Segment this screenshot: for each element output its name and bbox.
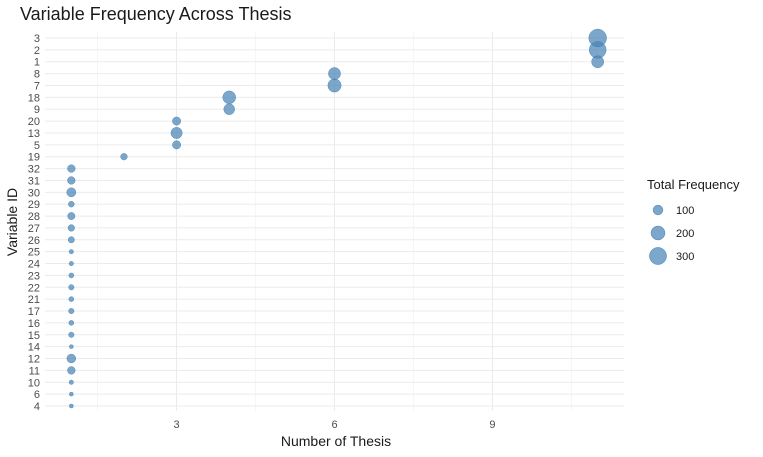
x-tick-label: 9 [489,419,495,431]
y-tick-label: 7 [34,80,40,92]
y-tick-label: 31 [28,175,40,187]
legend-key-circle [652,204,664,216]
y-tick-label: 1 [34,57,40,69]
y-tick-label: 29 [28,199,40,211]
legend-label: 300 [676,251,694,263]
data-point [69,344,74,349]
y-tick-label: 16 [28,318,40,330]
data-point [172,140,181,150]
data-point [170,127,183,139]
y-tick-label: 5 [34,140,40,152]
data-point [68,320,75,326]
y-tick-label: 28 [28,211,40,223]
y-tick-label: 30 [28,187,40,199]
data-point [588,28,607,48]
y-tick-label: 17 [28,306,40,318]
chart-title: Variable Frequency Across Thesis [20,4,291,24]
data-point [67,224,75,232]
y-tick-label: 2 [34,45,40,57]
data-point [68,284,75,291]
y-tick-label: 10 [28,377,40,389]
y-tick-label: 14 [28,342,40,354]
data-point [66,353,76,364]
grid [45,32,624,411]
data-point [68,249,74,255]
legend-key-circle [650,225,666,241]
y-tick-label: 6 [34,389,40,401]
data-point [328,67,341,80]
y-tick-label: 21 [28,294,40,306]
y-tick-label: 4 [34,401,40,413]
data-point [68,379,74,385]
data-point [68,261,74,267]
data-point [172,116,181,126]
legend-label: 100 [676,205,694,217]
data-point [223,103,235,115]
data-point [67,236,75,244]
y-tick-label: 15 [28,330,40,342]
y-tick-label: 23 [28,270,40,282]
data-point [66,187,77,198]
y-tick-label: 18 [28,92,40,104]
data-point [69,391,74,397]
y-tick-label: 19 [28,152,40,164]
y-axis-title: Variable ID [4,188,20,256]
points-layer [66,28,607,409]
y-tick-label: 24 [28,259,40,271]
legend-label: 200 [676,228,694,240]
data-point [69,403,74,409]
y-tick-label: 8 [34,69,40,81]
y-tick-label: 11 [29,365,40,377]
x-tick-label: 6 [331,419,337,431]
data-point [68,296,75,302]
size-legend: Total Frequency 100 200 300 [647,177,740,265]
x-axis-title: Number of Thesis [281,433,391,449]
y-tick-label: 32 [28,164,40,176]
x-tick-label: 3 [174,419,180,431]
data-point [67,164,76,173]
y-tick-label: 25 [28,247,40,259]
data-point [120,153,128,161]
data-point [222,90,236,105]
y-tick-label: 22 [28,282,40,294]
data-point [67,176,76,185]
data-point [67,366,76,375]
data-point [67,212,76,220]
data-point [327,78,342,93]
y-tick-label: 9 [34,104,40,116]
y-tick-label: 27 [28,223,40,235]
y-tick-label: 26 [28,235,40,247]
y-tick-label: 20 [28,116,40,128]
data-point [68,308,75,314]
legend-key-circle [649,247,667,265]
data-point [68,272,75,279]
y-tick-label: 12 [28,354,40,366]
y-tick-label: 3 [34,33,40,45]
y-tick-label: 13 [28,128,40,140]
data-point [68,331,75,338]
legend-title: Total Frequency [647,177,740,192]
ticks-layer: 4610111214151617212223242526272829303132… [28,33,496,431]
data-point [68,201,75,208]
